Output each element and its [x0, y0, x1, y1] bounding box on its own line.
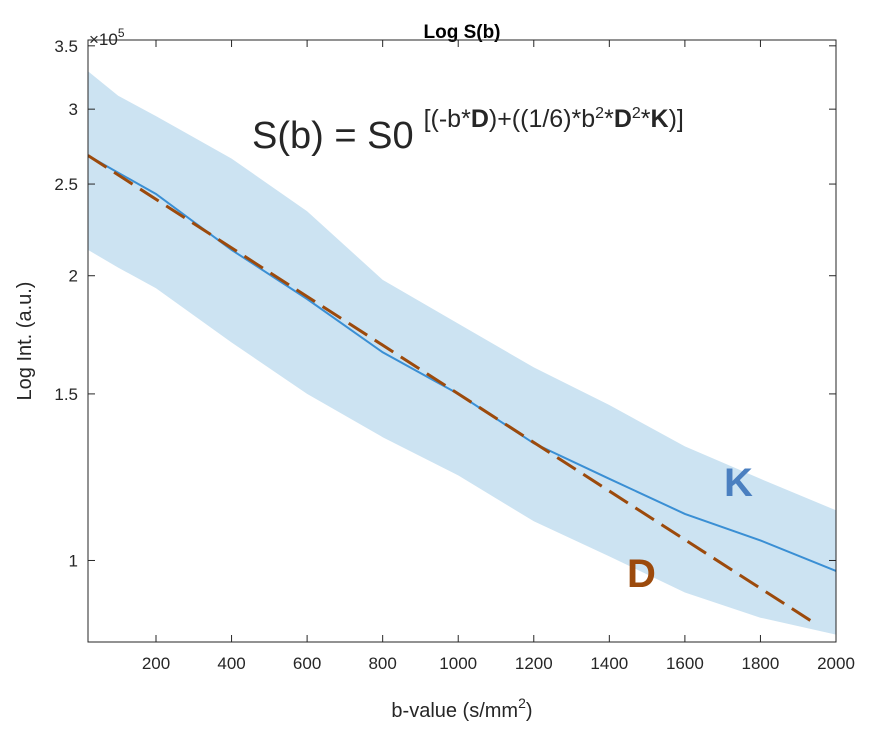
- x-axis: 200 400 600 800 1000 1200 1400 1600 1800 2000: [142, 40, 855, 673]
- d-series-line: [88, 154, 818, 627]
- x-tick-label: 800: [368, 654, 396, 673]
- x-tick-label: 200: [142, 654, 170, 673]
- x-tick-label: 1800: [742, 654, 780, 673]
- formula-exponent-part: D: [471, 105, 489, 133]
- y-tick-label: 2.5: [54, 175, 78, 194]
- k-confidence-band: [88, 71, 836, 635]
- y-multiplier: ×105: [89, 26, 125, 49]
- y-tick-label: 2: [69, 267, 78, 286]
- y-axis-label: Log Int. (a.u.): [14, 282, 36, 401]
- y-tick-label: 1: [69, 551, 78, 570]
- model-formula: S(b) = S0 [(-b*D)+((1/6)*b2*D2*K)]: [252, 105, 684, 157]
- formula-exponent-part: 2: [632, 105, 641, 122]
- formula-exponent-part: D: [614, 105, 632, 133]
- formula-exponent-part: )+((1/6)*b: [489, 105, 595, 133]
- chart-title: Log S(b): [423, 22, 500, 43]
- plot-frame: [87, 39, 837, 643]
- k-series-line: [88, 154, 836, 572]
- formula-exponent-part: 2: [595, 105, 604, 122]
- d-series-label: D: [627, 552, 656, 596]
- x-tick-label: 1200: [515, 654, 553, 673]
- formula-exponent-part: )]: [669, 105, 684, 133]
- x-tick-label: 1600: [666, 654, 704, 673]
- formula-exponent-part: K: [651, 105, 669, 133]
- x-tick-label: 2000: [817, 654, 855, 673]
- x-tick-label: 400: [217, 654, 245, 673]
- x-tick-label: 600: [293, 654, 321, 673]
- y-tick-label: 1.5: [54, 385, 78, 404]
- y-tick-label: 3.5: [54, 37, 78, 56]
- formula-exponent-part: *: [604, 105, 614, 133]
- x-tick-label: 1400: [590, 654, 628, 673]
- formula-exponent-part: [(-b*: [424, 105, 472, 133]
- formula-exponent-part: *: [641, 105, 651, 133]
- k-series-label: K: [724, 461, 753, 505]
- y-axis: 1 1.5 2 2.5 3 3.5: [54, 37, 836, 570]
- x-axis-label: b-value (s/mm2): [391, 695, 532, 722]
- x-tick-label: 1000: [439, 654, 477, 673]
- y-tick-label: 3: [69, 100, 78, 119]
